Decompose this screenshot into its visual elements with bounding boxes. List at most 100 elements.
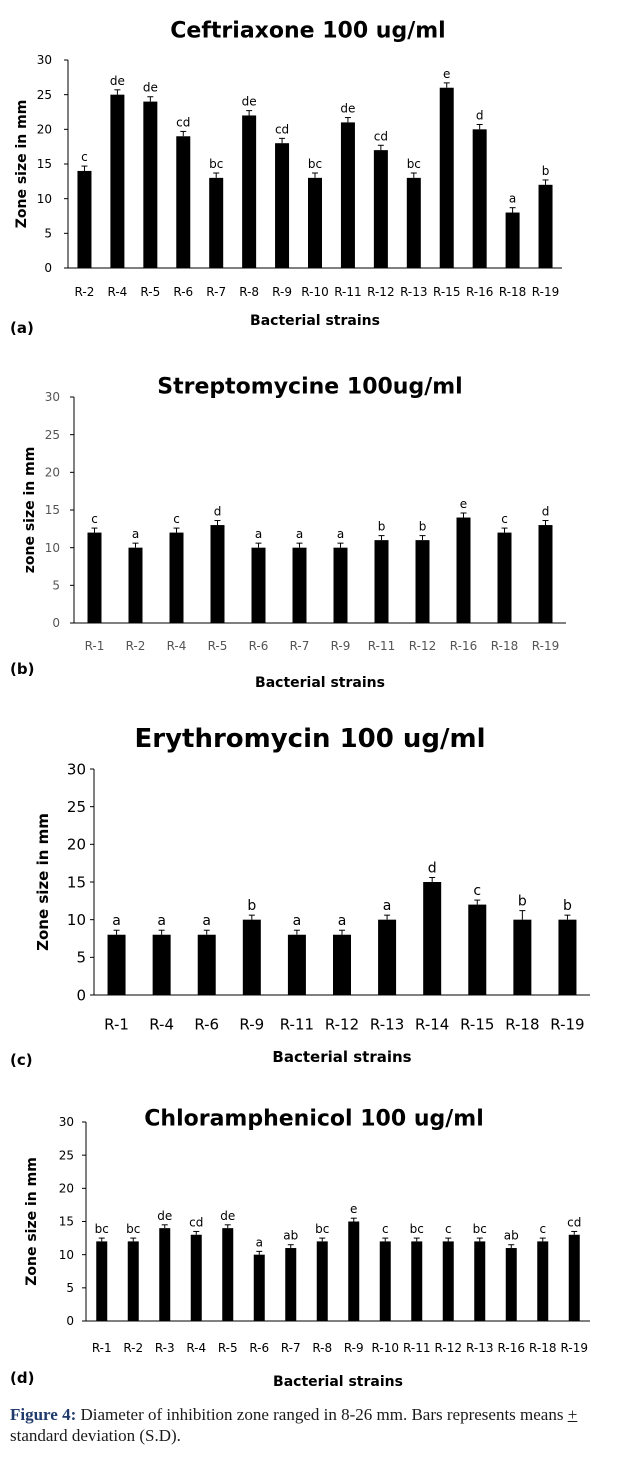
bar [210, 525, 225, 623]
y-tick-label: 20 [67, 836, 86, 854]
y-tick-label: 15 [59, 1215, 74, 1229]
y-tick-label: 30 [59, 1115, 74, 1129]
y-tick-label: 15 [37, 157, 52, 171]
x-tick-label: R-7 [290, 639, 310, 653]
x-tick-label: R-4 [167, 639, 187, 653]
bar [374, 540, 389, 623]
x-tick-label: R-10 [301, 285, 328, 299]
y-tick-label: 25 [67, 798, 86, 816]
x-tick-label: R-9 [239, 1015, 264, 1033]
bar [411, 1241, 423, 1321]
x-tick-label: R-9 [344, 1341, 364, 1355]
bar [169, 532, 184, 623]
x-tick-label: R-8 [239, 285, 259, 299]
bar [379, 1241, 391, 1321]
x-tick-label: R-5 [208, 639, 228, 653]
significance-letter: c [173, 512, 180, 526]
x-tick-label: R-6 [249, 1341, 269, 1355]
panel-label: (c) [10, 1051, 33, 1069]
significance-letter: b [419, 520, 427, 534]
chart-title: Ceftriaxone 100 ug/ml [170, 19, 445, 44]
bar [242, 919, 261, 995]
x-tick-label: R-12 [367, 285, 394, 299]
x-tick-label: R-16 [466, 285, 493, 299]
x-tick-label: R-19 [561, 1341, 588, 1355]
x-tick-label: R-19 [550, 1015, 584, 1033]
x-tick-label: R-11 [334, 285, 361, 299]
bar [505, 212, 520, 268]
bar [373, 150, 388, 268]
x-tick-label: R-1 [92, 1341, 112, 1355]
x-axis-label: Bacterial strains [250, 313, 380, 329]
significance-letter: e [460, 497, 467, 511]
x-tick-label: R-4 [149, 1015, 174, 1033]
x-tick-label: R-7 [281, 1341, 301, 1355]
significance-letter: bc [407, 157, 421, 171]
significance-letter: ab [283, 1229, 298, 1243]
bar [456, 517, 471, 623]
significance-letter: de [157, 1209, 172, 1223]
bar [285, 1248, 297, 1321]
bar [176, 136, 191, 268]
bar [308, 177, 322, 268]
bar [77, 170, 92, 268]
y-tick-label: 20 [37, 123, 52, 137]
significance-letter: a [157, 913, 166, 929]
bar [439, 87, 454, 268]
x-tick-label: R-4 [107, 285, 127, 299]
significance-letter: bc [126, 1222, 140, 1236]
chart-title: Streptomycine 100ug/ml [157, 375, 462, 400]
y-tick-label: 5 [44, 227, 52, 241]
significance-letter: a [296, 527, 303, 541]
significance-letter: d [214, 505, 222, 519]
bar [415, 540, 430, 623]
bar [190, 1234, 202, 1321]
significance-letter: bc [473, 1222, 487, 1236]
bar [87, 532, 102, 623]
bar [127, 1241, 139, 1321]
x-tick-label: R-18 [499, 285, 526, 299]
x-tick-label: R-1 [104, 1015, 129, 1033]
significance-letter: bc [95, 1222, 109, 1236]
figure-4-bar-charts: Ceftriaxone 100 ug/ml 0 5 10 15 20 25 30 Zone si… [10, 19, 590, 1390]
significance-letter: a [383, 898, 392, 914]
bar [538, 525, 553, 623]
panel-label: (b) [10, 660, 34, 678]
significance-letter: c [473, 883, 481, 899]
x-tick-label: R-7 [206, 285, 226, 299]
x-tick-label: R-8 [312, 1341, 332, 1355]
significance-letter: e [443, 67, 450, 81]
bar [474, 1241, 486, 1321]
significance-letter: cd [176, 115, 190, 129]
x-tick-label: R-6 [249, 639, 269, 653]
y-tick-label: 0 [52, 616, 60, 630]
bar [468, 904, 487, 995]
x-tick-label: R-11 [403, 1341, 430, 1355]
y-tick-label: 15 [45, 503, 60, 517]
x-tick-label: R-13 [400, 285, 427, 299]
significance-letter: a [202, 913, 211, 929]
x-tick-label: R-1 [85, 639, 105, 653]
y-tick-label: 0 [66, 1314, 74, 1328]
significance-letter: e [350, 1202, 357, 1216]
y-axis-label: Zone size in mm [24, 1157, 40, 1286]
significance-letter: bc [410, 1222, 424, 1236]
x-tick-label: R-19 [532, 639, 559, 653]
y-tick-label: 0 [44, 261, 52, 275]
x-tick-label: R-2 [126, 639, 146, 653]
x-tick-label: R-11 [368, 639, 395, 653]
significance-letter: b [247, 898, 256, 914]
x-tick-label: R-13 [466, 1341, 493, 1355]
bar [96, 1241, 108, 1321]
x-tick-label: R-6 [173, 285, 193, 299]
bar [442, 1241, 454, 1321]
significance-letter: d [542, 505, 550, 519]
y-tick-label: 10 [45, 541, 60, 555]
bar [316, 1241, 328, 1321]
significance-letter: b [563, 898, 572, 914]
x-tick-label: R-9 [331, 639, 351, 653]
bar [537, 1241, 549, 1321]
bar [222, 1228, 234, 1321]
y-axis-label: Zone size in mm [14, 100, 30, 229]
bar [538, 184, 553, 268]
